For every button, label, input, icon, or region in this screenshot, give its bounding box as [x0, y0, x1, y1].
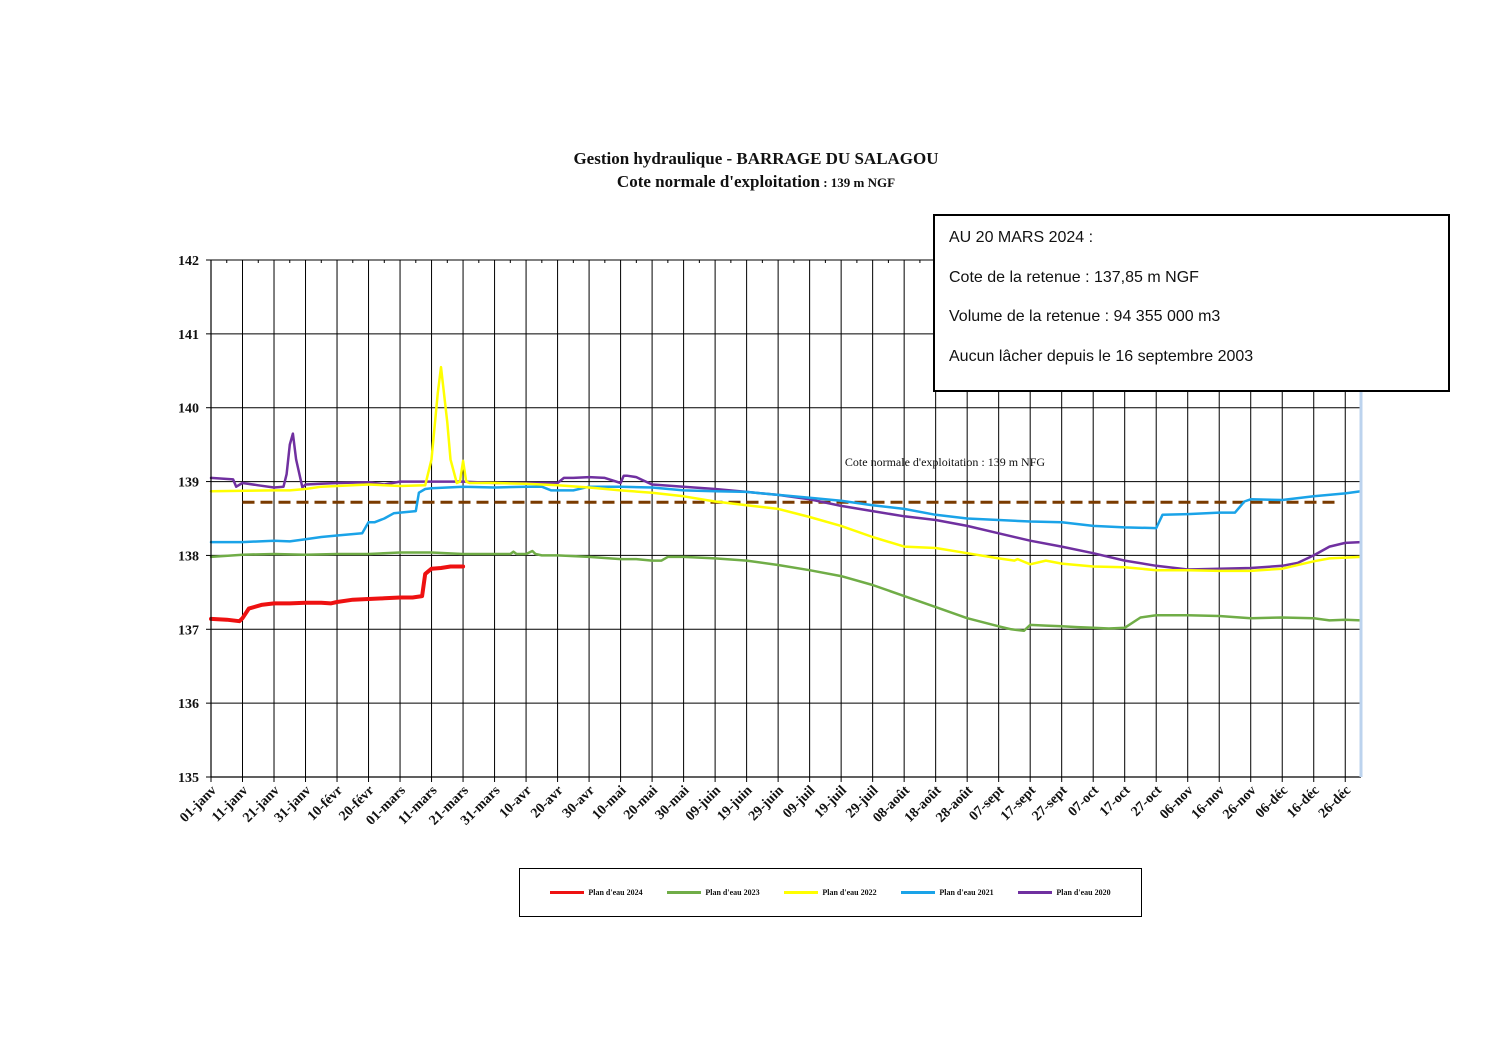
y-tick-label: 137 — [178, 623, 199, 638]
info-level: Cote de la retenue : 137,85 m NGF — [949, 268, 1199, 286]
x-tick-label: 29-juin — [746, 783, 787, 824]
y-tick-labels: 135 136 137 138 139 140 141 142 — [178, 254, 199, 786]
series-line-2020 — [209, 432, 1363, 571]
y-tick-label: 139 — [178, 476, 199, 491]
legend-label: Plan d'eau 2020 — [1056, 888, 1111, 897]
x-tick-label: 26-nov — [1220, 783, 1259, 822]
chart-subtitle-suffix: : 139 m NGF — [819, 175, 896, 190]
chart-title-line1: Gestion hydraulique - BARRAGE DU SALAGOU — [573, 149, 939, 168]
legend-swatch — [784, 891, 819, 894]
x-tick-label: 27-sept — [1030, 783, 1071, 824]
legend-item-2020: Plan d'eau 2020 — [1018, 888, 1111, 897]
legend-item-2023: Plan d'eau 2023 — [667, 888, 760, 897]
series-line-2024 — [209, 564, 466, 624]
y-tick-label: 135 — [178, 771, 199, 786]
info-date: AU 20 MARS 2024 : — [949, 229, 1094, 246]
y-tick-label: 136 — [178, 697, 199, 712]
y-tick-label: 138 — [178, 549, 199, 564]
series-line-2021 — [209, 485, 1363, 544]
x-tick-label: 17-oct — [1097, 783, 1134, 820]
legend-label: Plan d'eau 2024 — [588, 888, 643, 897]
legend-item-2024: Plan d'eau 2024 — [550, 888, 643, 897]
x-tick-label: 07-oct — [1066, 783, 1103, 820]
legend-swatch — [1018, 891, 1053, 894]
x-tick-label: 16-nov — [1189, 783, 1228, 822]
x-tick-label: 06-déc — [1253, 783, 1291, 821]
chart-title-line2: Cote normale d'exploitation : 139 m NGF — [406, 170, 1106, 194]
legend-swatch — [667, 891, 702, 894]
vertical-gridlines — [242, 260, 1346, 777]
y-tick-label: 140 — [178, 402, 199, 417]
legend-swatch — [901, 891, 936, 894]
x-tick-label: 09-juil — [780, 783, 818, 821]
x-tick-label: 10-avr — [497, 783, 535, 821]
legend-swatch — [550, 891, 585, 894]
chart-subtitle-main: Cote normale d'exploitation — [616, 172, 820, 191]
legend-item-2022: Plan d'eau 2022 — [784, 888, 877, 897]
legend: Plan d'eau 2024 Plan d'eau 2023 Plan d'e… — [519, 868, 1142, 917]
series-line-2023 — [209, 549, 1363, 633]
x-tick-label: 16-déc — [1284, 783, 1322, 821]
series-line-2022 — [209, 365, 1363, 573]
x-tick-label: 19-juil — [812, 783, 850, 821]
y-tick-label: 142 — [178, 254, 199, 269]
legend-item-2021: Plan d'eau 2021 — [901, 888, 994, 897]
info-box: AU 20 MARS 2024 : Cote de la retenue : 1… — [933, 214, 1450, 392]
x-tick-label: 20-mai — [621, 783, 661, 823]
x-tick-label: 10-mai — [590, 783, 630, 823]
legend-label: Plan d'eau 2023 — [705, 888, 760, 897]
x-tick-labels: 01-janv11-janv21-janv31-janv10-févr20-fé… — [177, 783, 1354, 829]
legend-label: Plan d'eau 2022 — [822, 888, 877, 897]
info-volume: Volume de la retenue : 94 355 000 m3 — [949, 308, 1221, 325]
x-tick-label: 06-nov — [1157, 783, 1196, 822]
chart-title: Gestion hydraulique - BARRAGE DU SALAGOU… — [406, 147, 1106, 194]
series-group — [209, 365, 1363, 633]
info-release: Aucun lâcher depuis le 16 septembre 2003 — [949, 347, 1254, 365]
x-tick-label: 26-déc — [1316, 783, 1354, 821]
legend-label: Plan d'eau 2021 — [939, 888, 994, 897]
reference-line-label: Cote normale d'exploitation : 139 m NFG — [845, 455, 1045, 469]
y-tick-label: 141 — [178, 328, 199, 343]
x-tick-label: 20-avr — [528, 783, 566, 821]
